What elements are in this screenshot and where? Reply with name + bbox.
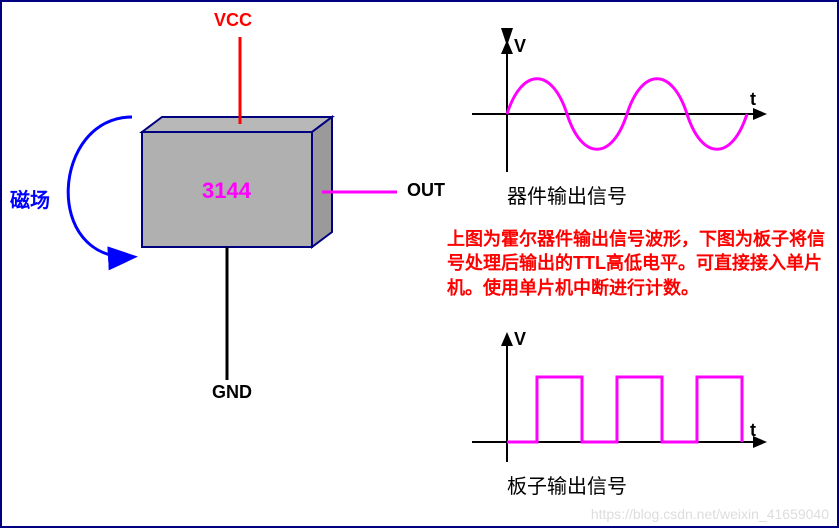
board-output-waveform <box>472 332 767 462</box>
out-label: OUT <box>407 180 445 201</box>
gnd-label: GND <box>212 382 252 403</box>
description-text: 上图为霍尔器件输出信号波形，下图为板子将信号处理后输出的TTL高低电平。可直接接… <box>447 227 827 300</box>
top-axis-v: V <box>514 36 526 57</box>
chip-label: 3144 <box>202 178 251 204</box>
magnetic-field-arrow <box>68 117 132 257</box>
bottom-caption: 板子输出信号 <box>507 470 627 499</box>
top-caption: 器件输出信号 <box>507 180 627 209</box>
device-output-waveform <box>472 40 767 172</box>
vcc-label: VCC <box>214 10 252 31</box>
bottom-axis-t: t <box>750 420 756 441</box>
bottom-axis-v: V <box>514 329 526 350</box>
watermark: https://blog.csdn.net/weixin_41659040 <box>591 506 829 522</box>
magnetic-field-label: 磁场 <box>10 184 50 213</box>
top-axis-t: t <box>750 89 756 110</box>
